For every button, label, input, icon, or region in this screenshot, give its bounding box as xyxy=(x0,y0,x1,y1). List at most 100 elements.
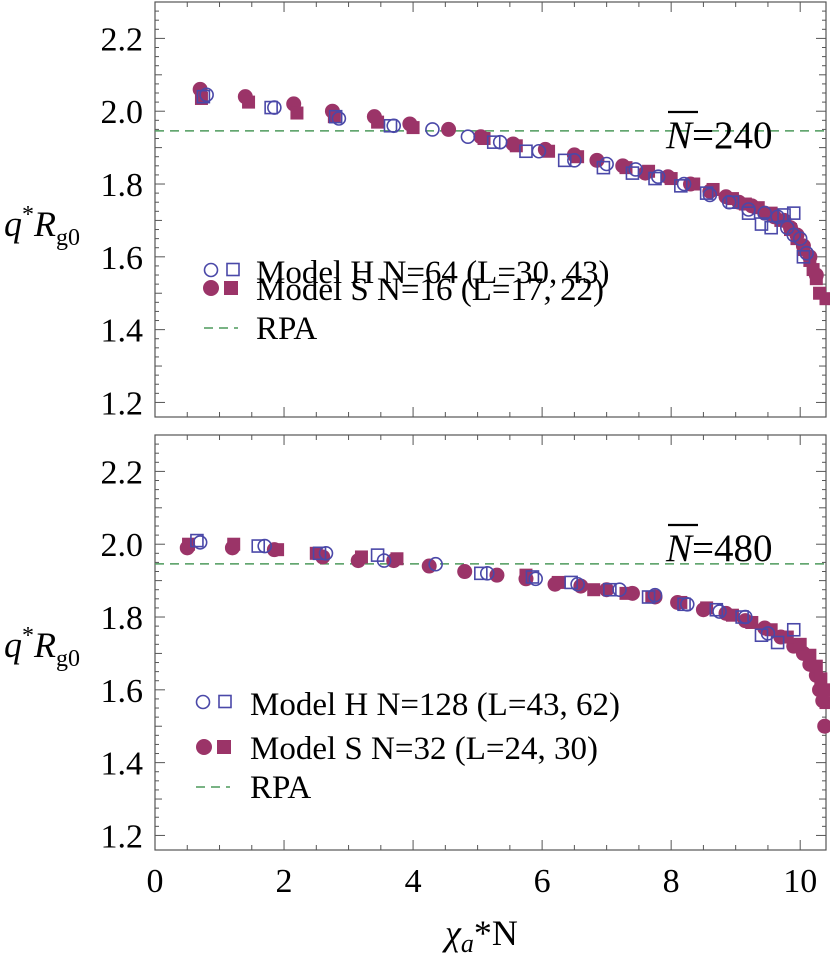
data-point-open-square xyxy=(370,548,385,562)
data-point-open-circle xyxy=(199,87,214,103)
legend-label-model-s: Model S N=32 (L=24, 30) xyxy=(250,731,598,767)
data-point-open-square xyxy=(735,610,749,624)
y-tick-label: 2.0 xyxy=(101,94,144,131)
data-point-open-square xyxy=(741,206,756,220)
data-point-open-square xyxy=(709,602,724,617)
data-point-open-circle xyxy=(757,205,773,221)
data-point-open-square xyxy=(596,160,611,175)
data-point-filled-square xyxy=(406,121,420,135)
x-tick-label: 8 xyxy=(663,863,680,900)
data-point-open-circle xyxy=(331,111,347,126)
data-point-filled-square xyxy=(809,659,823,673)
data-point-filled-square xyxy=(551,575,565,589)
legend-label-model-s: Model S N=16 (L=17, 22) xyxy=(256,272,604,308)
legend-open-square-icon xyxy=(218,694,232,709)
bottom-panel: 0 2 4 6 8 10 1.2 1.4 1.6 1.8 2.0 2.2 N=480 q*Rg0 Mo… xyxy=(4,434,830,900)
data-point-open-circle xyxy=(192,535,208,550)
x-tick-label: 4 xyxy=(405,863,422,900)
data-point-open-square xyxy=(196,89,211,104)
data-point-open-square xyxy=(519,144,533,159)
top-panel: 1.2 1.4 1.6 1.8 2.0 2.2 N=240 q*Rg0 Model H N… xyxy=(4,1,830,422)
data-point-filled-square xyxy=(354,550,368,564)
data-point-open-circle xyxy=(712,604,727,619)
data-point-filled-square xyxy=(327,110,341,124)
data-point-filled-circle xyxy=(441,121,457,137)
data-point-filled-square xyxy=(819,696,830,710)
data-point-filled-square xyxy=(182,537,196,551)
data-point-open-circle xyxy=(567,153,582,168)
plot-frame-bottom xyxy=(154,434,827,851)
y-tick-label: 2.0 xyxy=(101,527,144,564)
data-point-open-square xyxy=(725,195,740,210)
legend-label-model-h: Model H N=64 (L=30, 43) xyxy=(256,255,609,291)
legend-filled-circle-icon xyxy=(196,739,212,755)
data-point-open-circle xyxy=(676,176,692,192)
legend-open-circle-icon xyxy=(195,694,211,710)
data-point-filled-circle xyxy=(599,582,615,598)
legend-top: Model H N=64 (L=30, 43) Model S N=16 (L=… xyxy=(203,255,609,347)
data-point-filled-circle xyxy=(573,578,589,594)
data-point-open-square xyxy=(251,539,266,553)
data-point-filled-square xyxy=(814,672,828,686)
data-point-open-circle xyxy=(460,129,476,144)
data-point-filled-square xyxy=(793,637,807,651)
legend-filled-square-icon xyxy=(224,281,238,295)
nbar-label-top: N=240 xyxy=(665,114,773,157)
data-point-open-circle xyxy=(612,582,627,598)
data-point-filled-square xyxy=(390,552,404,566)
x-tick-label: 0 xyxy=(147,863,164,900)
data-point-open-square xyxy=(557,153,572,168)
data-point-open-square xyxy=(786,622,801,637)
data-point-open-circle xyxy=(386,118,402,134)
data-point-open-square xyxy=(764,220,778,235)
plot-frame-top xyxy=(154,1,827,418)
legend-open-circle-icon xyxy=(203,262,219,278)
data-point-filled-square xyxy=(619,586,633,600)
x-tick-label: 10 xyxy=(783,863,817,900)
axis-ticks-bottom: 0 2 4 6 8 10 1.2 1.4 1.6 1.8 2.0 2.2 xyxy=(101,434,826,900)
legend-bottom: Model H N=128 (L=43, 62) Model S N=32 (L… xyxy=(195,687,620,806)
nbar-label-bottom: N=480 xyxy=(665,527,773,570)
data-point-filled-square xyxy=(725,192,739,206)
data-point-open-square xyxy=(525,570,540,584)
data-point-filled-square xyxy=(371,115,385,129)
data-point-open-circle xyxy=(528,571,543,587)
y-tick-label: 1.2 xyxy=(101,385,144,422)
data-point-filled-square xyxy=(803,648,817,662)
data-point-open-square xyxy=(564,575,578,590)
data-point-open-circle xyxy=(267,100,282,115)
y-tick-label: 2.2 xyxy=(101,21,144,58)
data-point-open-square xyxy=(486,135,501,149)
data-point-open-square xyxy=(677,597,691,612)
data-point-filled-square xyxy=(227,537,241,551)
legend-label-rpa: RPA xyxy=(256,311,317,347)
data-point-open-square xyxy=(190,533,204,548)
y-tick-label: 1.8 xyxy=(101,600,144,637)
x-tick-label: 2 xyxy=(276,863,293,900)
data-points-bottom xyxy=(179,533,830,734)
data-point-open-square xyxy=(770,635,785,650)
data-point-open-square xyxy=(754,217,769,231)
data-point-open-square xyxy=(754,628,769,643)
data-point-filled-square xyxy=(818,683,830,697)
data-point-filled-square xyxy=(290,106,304,120)
data-point-filled-square xyxy=(587,583,601,597)
x-tick-label: 6 xyxy=(534,863,551,900)
data-point-open-square xyxy=(674,179,688,193)
data-point-filled-square xyxy=(571,150,585,164)
data-point-filled-square xyxy=(819,292,830,306)
data-point-open-circle xyxy=(599,156,614,172)
data-point-filled-circle xyxy=(489,567,505,583)
data-point-open-circle xyxy=(650,169,666,185)
data-point-open-square xyxy=(264,100,278,115)
x-axis-label: χa*N xyxy=(442,913,518,953)
legend-label-model-h: Model H N=128 (L=43, 62) xyxy=(250,687,620,723)
data-point-open-square xyxy=(625,166,640,180)
data-point-open-square xyxy=(641,590,656,604)
y-axis-label-bottom: q*Rg0 xyxy=(4,623,80,672)
data-point-open-square xyxy=(603,582,617,597)
data-point-filled-circle xyxy=(457,564,473,580)
data-point-open-circle xyxy=(428,556,443,572)
y-tick-label: 1.4 xyxy=(101,746,144,783)
data-point-open-square xyxy=(786,206,801,220)
